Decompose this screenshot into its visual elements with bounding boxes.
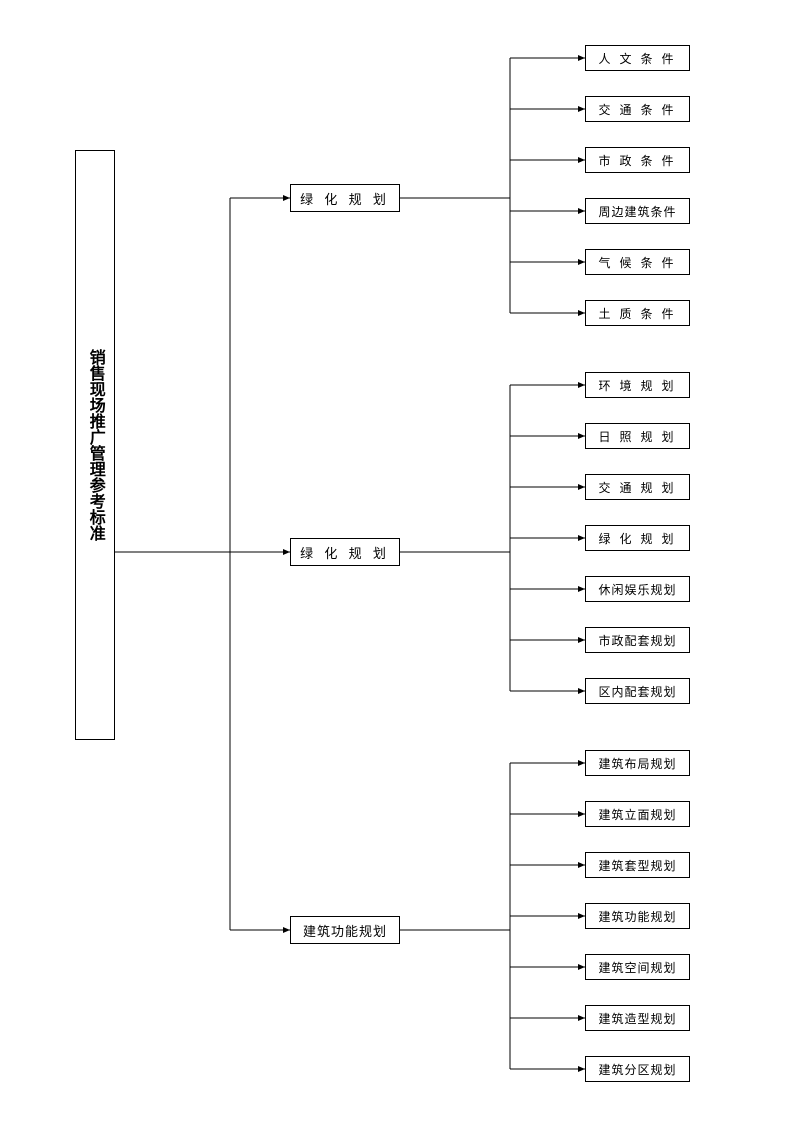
leaf-node: 市政配套规划	[585, 627, 690, 653]
leaf-node-label: 周边建筑条件	[598, 203, 676, 220]
branch-node-1-label: 绿 化 规 划	[300, 189, 390, 208]
root-node: 销售现场推广管理参考标准	[75, 150, 115, 740]
diagram-page: { "canvas": { "width": 793, "height": 11…	[0, 0, 793, 1122]
leaf-node: 休闲娱乐规划	[585, 576, 690, 602]
leaf-node: 交 通 条 件	[585, 96, 690, 122]
leaf-node-label: 区内配套规划	[598, 683, 676, 700]
leaf-node-label: 建筑分区规划	[598, 1061, 676, 1078]
leaf-node-label: 日 照 规 划	[598, 428, 676, 445]
leaf-node: 绿 化 规 划	[585, 525, 690, 551]
branch-node-2: 绿 化 规 划	[290, 538, 400, 566]
leaf-node-label: 建筑套型规划	[598, 857, 676, 874]
leaf-node: 交 通 规 划	[585, 474, 690, 500]
leaf-node: 人 文 条 件	[585, 45, 690, 71]
branch-node-3-label: 建筑功能规划	[303, 921, 387, 940]
leaf-node-label: 建筑造型规划	[598, 1010, 676, 1027]
leaf-node-label: 人 文 条 件	[598, 50, 676, 67]
leaf-node: 土 质 条 件	[585, 300, 690, 326]
root-node-label: 销售现场推广管理参考标准	[74, 349, 116, 541]
leaf-node: 市 政 条 件	[585, 147, 690, 173]
leaf-node-label: 建筑立面规划	[598, 806, 676, 823]
leaf-node: 区内配套规划	[585, 678, 690, 704]
leaf-node: 建筑布局规划	[585, 750, 690, 776]
leaf-node-label: 休闲娱乐规划	[598, 581, 676, 598]
leaf-node: 建筑造型规划	[585, 1005, 690, 1031]
leaf-node: 建筑套型规划	[585, 852, 690, 878]
leaf-node-label: 建筑布局规划	[598, 755, 676, 772]
leaf-node: 周边建筑条件	[585, 198, 690, 224]
leaf-node-label: 气 候 条 件	[598, 254, 676, 271]
leaf-node: 建筑空间规划	[585, 954, 690, 980]
leaf-node: 建筑功能规划	[585, 903, 690, 929]
leaf-node-label: 交 通 规 划	[598, 479, 676, 496]
leaf-node-label: 市政配套规划	[598, 632, 676, 649]
leaf-node-label: 建筑功能规划	[598, 908, 676, 925]
branch-node-3: 建筑功能规划	[290, 916, 400, 944]
leaf-node: 建筑分区规划	[585, 1056, 690, 1082]
leaf-node: 日 照 规 划	[585, 423, 690, 449]
leaf-node-label: 建筑空间规划	[598, 959, 676, 976]
leaf-node-label: 土 质 条 件	[598, 305, 676, 322]
branch-node-1: 绿 化 规 划	[290, 184, 400, 212]
leaf-node-label: 绿 化 规 划	[598, 530, 676, 547]
branch-node-2-label: 绿 化 规 划	[300, 543, 390, 562]
leaf-node-label: 交 通 条 件	[598, 101, 676, 118]
leaf-node: 环 境 规 划	[585, 372, 690, 398]
leaf-node-label: 市 政 条 件	[598, 152, 676, 169]
leaf-node-label: 环 境 规 划	[598, 377, 676, 394]
leaf-node: 建筑立面规划	[585, 801, 690, 827]
leaf-node: 气 候 条 件	[585, 249, 690, 275]
